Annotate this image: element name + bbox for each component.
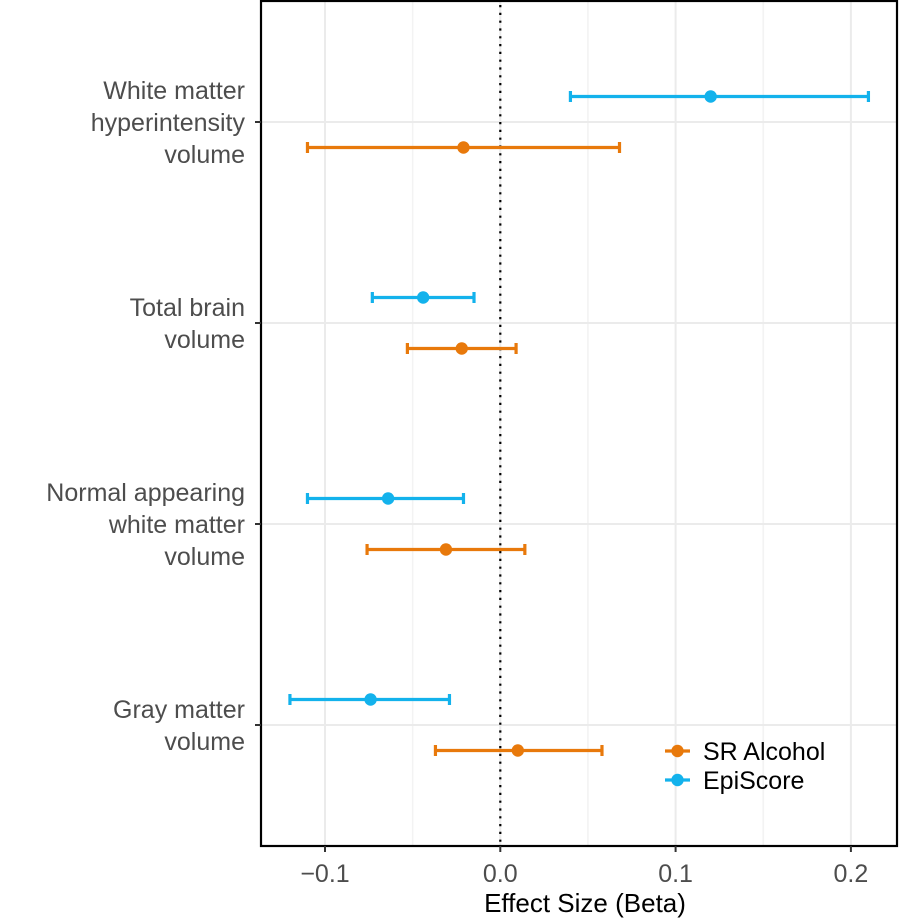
x-tick-label: 0.2	[834, 860, 869, 888]
y-tick-label: volume	[164, 326, 245, 354]
point-estimate	[511, 744, 525, 757]
legend-key-dot	[671, 773, 684, 787]
y-tick-label: White matter	[103, 77, 245, 105]
legend-item-sr-alcohol: SR Alcohol	[665, 738, 825, 766]
point-estimate	[364, 693, 377, 706]
panel-border	[259, 0, 899, 848]
x-tick-label: −0.1	[300, 860, 349, 888]
errorbar-sr-alcohol-nawm	[365, 543, 527, 556]
y-tick-label: volume	[164, 141, 245, 169]
y-tick-label: Normal appearing	[46, 479, 245, 507]
legend-item-episcore: EpiScore	[665, 767, 804, 795]
x-tick-label: 0.1	[658, 860, 693, 888]
errorbar-sr-alcohol-gmv	[433, 744, 604, 757]
grid-lines	[261, 1, 897, 846]
axes: −0.1 0.0 0.1 0.2 White matter hyperintensity v…	[46, 77, 868, 888]
errorbar-episcore-nawm	[305, 492, 466, 505]
y-tick-label: hyperintensity	[91, 109, 246, 137]
errorbar-episcore-tbv	[370, 291, 476, 304]
x-axis-title: Effect Size (Beta)	[484, 888, 686, 918]
point-estimate	[457, 141, 470, 154]
y-tick-label: volume	[164, 543, 245, 571]
point-estimate	[416, 291, 430, 304]
errorbar-episcore-wmh	[568, 90, 871, 103]
point-estimate	[704, 90, 717, 103]
legend-key-dot	[671, 744, 684, 758]
x-tick-label: 0.0	[483, 860, 518, 888]
point-estimate	[381, 492, 395, 505]
errorbar-episcore-gmv	[288, 693, 452, 706]
y-tick-label: white matter	[108, 511, 245, 539]
data-marks	[288, 90, 871, 757]
errorbar-sr-alcohol-tbv	[405, 342, 518, 355]
point-estimate	[439, 543, 453, 556]
errorbar-sr-alcohol-wmh	[305, 141, 622, 154]
y-tick-label: volume	[164, 728, 245, 756]
legend-label: EpiScore	[703, 767, 804, 795]
point-estimate	[455, 342, 468, 355]
y-tick-label: Gray matter	[113, 696, 245, 724]
y-tick-label: Total brain	[130, 294, 245, 322]
legend-label: SR Alcohol	[703, 738, 825, 766]
